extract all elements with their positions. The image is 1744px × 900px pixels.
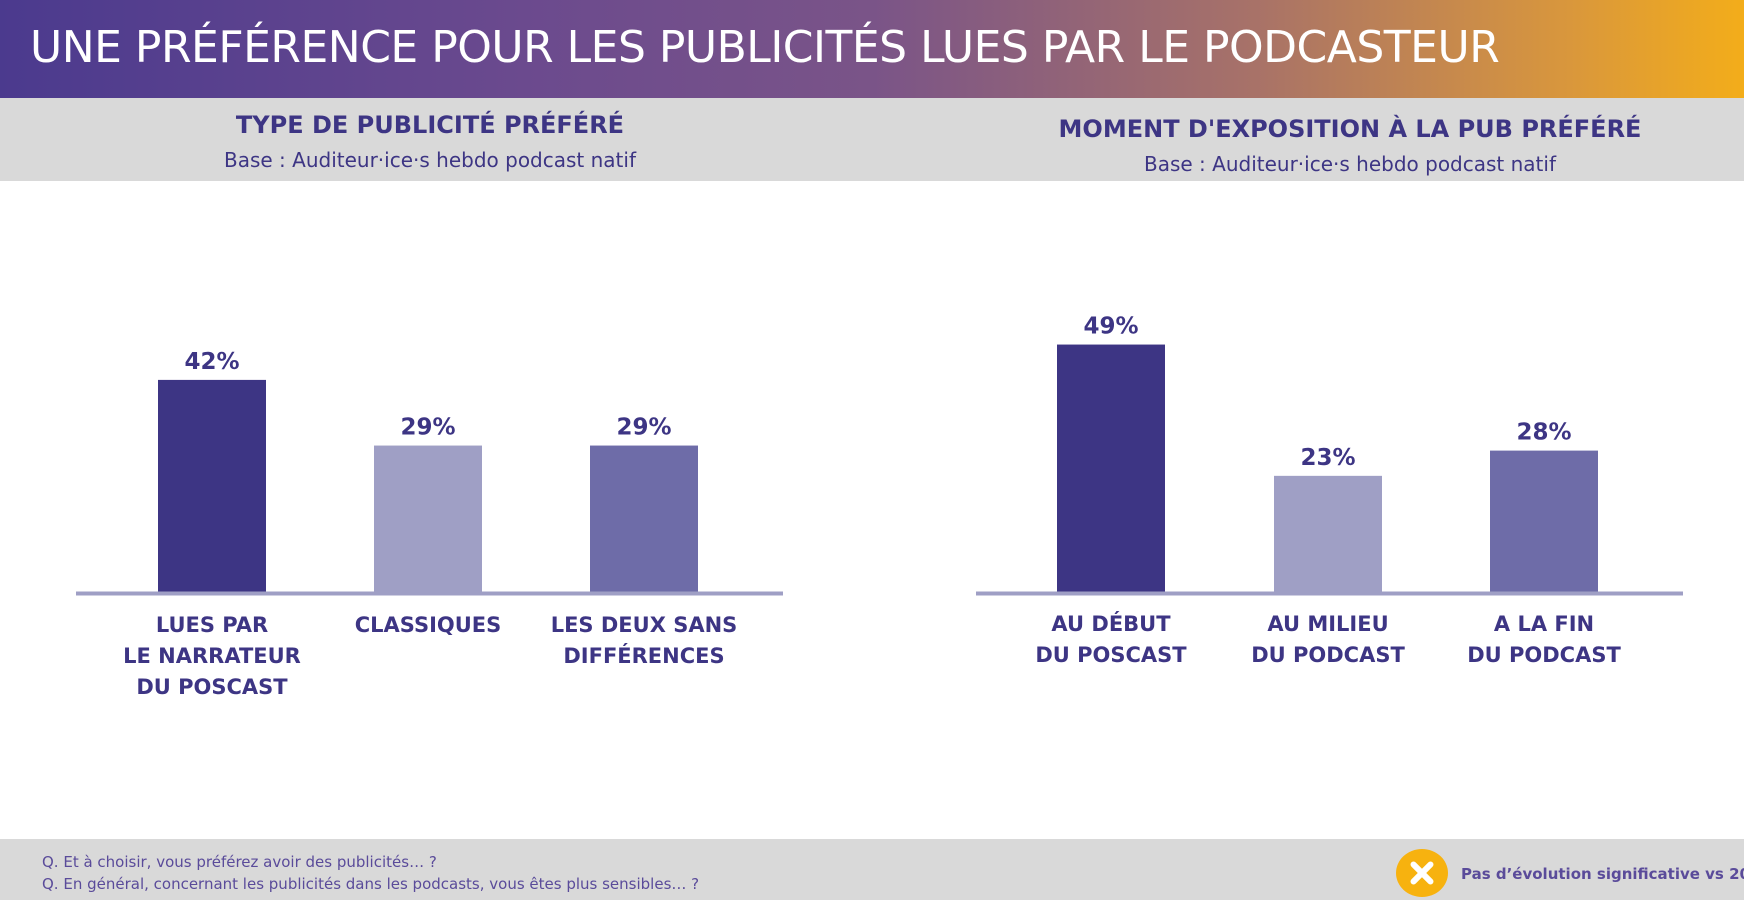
- panel-header-bar: TYPE DE PUBLICITÉ PRÉFÉRÉ Base : Auditeu…: [0, 98, 1744, 181]
- bar-1-2: [1490, 450, 1598, 592]
- bar-0-0: [158, 379, 266, 592]
- question-2: Q. En général, concernant les publicités…: [42, 875, 700, 893]
- category-label-1-1: AU MILIEU DU PODCAST: [1251, 612, 1405, 667]
- bar-0-2: [590, 445, 698, 592]
- panel-base-right: Base : Auditeur·ice·s hebdo podcast nati…: [1144, 152, 1556, 176]
- panel-title-right: MOMENT D'EXPOSITION À LA PUB PRÉFÉRÉ: [1058, 115, 1642, 143]
- charts-canvas: 42% LUES PAR LE NARRATEUR DU POSCAST 29% CLAS…: [76, 314, 1683, 699]
- value-label-1-2: 28%: [1516, 420, 1571, 446]
- bar-1-0: [1057, 344, 1165, 592]
- chart-type-publicite: 42% LUES PAR LE NARRATEUR DU POSCAST 29% CLAS…: [76, 349, 783, 699]
- panel-base-left: Base : Auditeur·ice·s hebdo podcast nati…: [224, 148, 636, 172]
- footer: Q. Et à choisir, vous préférez avoir des…: [0, 839, 1744, 900]
- page-title: UNE PRÉFÉRENCE POUR LES PUBLICITÉS LUES …: [30, 22, 1500, 73]
- category-label-1-0: AU DÉBUT DU POSCAST: [1035, 611, 1187, 667]
- question-1: Q. Et à choisir, vous préférez avoir des…: [42, 853, 437, 871]
- value-label-1-1: 23%: [1300, 445, 1355, 471]
- category-label-0-1: CLASSIQUES: [355, 613, 502, 637]
- category-label-0-0: LUES PAR LE NARRATEUR DU POSCAST: [123, 613, 301, 699]
- panel-title-left: TYPE DE PUBLICITÉ PRÉFÉRÉ: [235, 111, 625, 139]
- category-label-1-2: A LA FIN DU PODCAST: [1467, 612, 1621, 667]
- value-label-0-2: 29%: [616, 415, 671, 441]
- evolution-note: Pas d’évolution significative vs 2022: [1461, 865, 1744, 883]
- bar-1-1: [1274, 475, 1382, 592]
- close-circle-icon: [1396, 849, 1448, 897]
- value-label-1-0: 49%: [1083, 314, 1138, 340]
- bar-0-1: [374, 445, 482, 592]
- title-bar: UNE PRÉFÉRENCE POUR LES PUBLICITÉS LUES …: [0, 0, 1744, 98]
- chart-moment-exposition: 49% AU DÉBUT DU POSCAST 23% AU MILIEU DU PODC…: [976, 314, 1683, 667]
- value-label-0-0: 42%: [184, 349, 239, 375]
- category-label-0-2: LES DEUX SANS DIFFÉRENCES: [551, 613, 738, 668]
- value-label-0-1: 29%: [400, 415, 455, 441]
